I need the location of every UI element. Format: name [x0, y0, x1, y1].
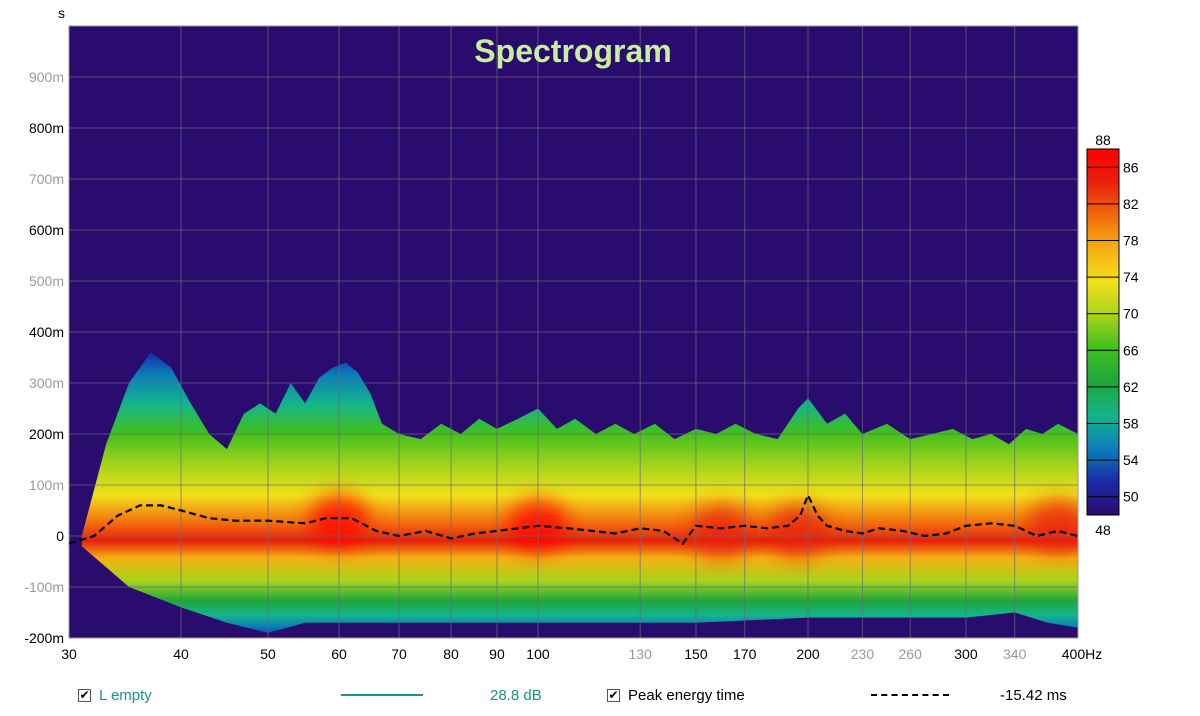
colorbar-ticks: 86 82 78 74 70 66 62 58 54 50	[1087, 159, 1139, 505]
x-tick-label: 70	[391, 646, 407, 662]
y-tick-label: 200m	[29, 426, 64, 442]
x-tick-label: 30	[61, 646, 77, 662]
l-empty-label: L empty	[99, 686, 152, 704]
x-tick-label: 340	[1003, 646, 1027, 662]
y-tick-label: 800m	[29, 120, 64, 136]
colorbar-tick-label: 74	[1123, 269, 1139, 285]
x-axis-ticks: 30 40 50 60 70 80 90 100 130 150 170 200 230 260 300 34…	[61, 646, 1102, 662]
l-empty-checkbox[interactable]: ✔	[78, 688, 91, 702]
y-tick-label: 300m	[29, 375, 64, 391]
colorbar-tick-label: 86	[1123, 159, 1139, 175]
x-tick-label: 90	[489, 646, 505, 662]
l-empty-line-swatch	[341, 684, 423, 706]
y-axis-ticks: 900m 800m 700m 600m 500m 400m 300m 200m 100m 0 -10…	[24, 69, 64, 646]
l-empty-value: 28.8 dB	[490, 686, 542, 704]
colorbar-tick-label: 66	[1123, 342, 1139, 358]
colorbar-tick-label: 82	[1123, 196, 1139, 212]
x-tick-label: 300	[954, 646, 978, 662]
x-tick-label: 230	[851, 646, 875, 662]
colorbar: 88 48 86 82 78 74 70 66 62 58 54 50	[1086, 132, 1139, 538]
x-tick-label: 60	[331, 646, 347, 662]
peak-energy-line-swatch	[871, 684, 949, 706]
x-tick-label: 150	[684, 646, 708, 662]
y-tick-label: -100m	[24, 579, 64, 595]
colorbar-min-label: 48	[1095, 522, 1111, 538]
hot-region	[1028, 499, 1078, 552]
colorbar-tick-label: 62	[1123, 379, 1139, 395]
colorbar-tick-label: 54	[1123, 452, 1139, 468]
y-tick-label: 900m	[29, 69, 64, 85]
y-tick-label: 400m	[29, 324, 64, 340]
x-tick-label: 130	[629, 646, 653, 662]
y-tick-label: 600m	[29, 222, 64, 238]
colorbar-scale	[1086, 148, 1120, 516]
x-tick-label: 400Hz	[1062, 646, 1102, 662]
hot-region	[691, 504, 752, 557]
peak-energy-checkbox[interactable]: ✔	[607, 688, 620, 702]
peak-energy-label: Peak energy time	[628, 686, 745, 704]
colorbar-tick-label: 70	[1123, 306, 1139, 322]
peak-energy-series	[69, 492, 1078, 546]
y-tick-label: 500m	[29, 273, 64, 289]
chart-title: Spectrogram	[474, 33, 671, 69]
y-tick-label: 0	[56, 528, 64, 544]
x-tick-label: 170	[733, 646, 757, 662]
y-tick-label: 700m	[29, 171, 64, 187]
x-tick-label: 50	[260, 646, 276, 662]
y-tick-label: 100m	[29, 477, 64, 493]
colorbar-tick-label: 50	[1123, 489, 1139, 505]
y-axis-unit: s	[58, 5, 65, 21]
x-tick-label: 40	[173, 646, 189, 662]
peak-energy-value: -15.42 ms	[1000, 686, 1067, 704]
legend-item-peak-energy[interactable]: ✔ Peak energy time	[607, 684, 745, 706]
colorbar-max-label: 88	[1095, 132, 1111, 148]
colorbar-tick-label: 58	[1123, 416, 1139, 432]
x-tick-label: 80	[443, 646, 459, 662]
y-tick-label: -200m	[24, 630, 64, 646]
plot-border	[68, 25, 1079, 639]
spectrogram-body	[81, 352, 1078, 633]
x-tick-label: 100	[526, 646, 550, 662]
legend-item-l-empty[interactable]: ✔ L empty	[78, 684, 152, 706]
x-tick-label: 200	[796, 646, 820, 662]
colorbar-tick-label: 78	[1123, 233, 1139, 249]
x-tick-label: 260	[899, 646, 923, 662]
hot-region	[768, 504, 829, 557]
grid	[68, 25, 1079, 639]
spectrogram-chart: Spectrogram s 900m 800m 700m 600m 500m 400m 30…	[24, 5, 1139, 662]
series-line-peak-energy-time	[69, 492, 1078, 546]
spectrogram-envelope	[81, 352, 1078, 633]
